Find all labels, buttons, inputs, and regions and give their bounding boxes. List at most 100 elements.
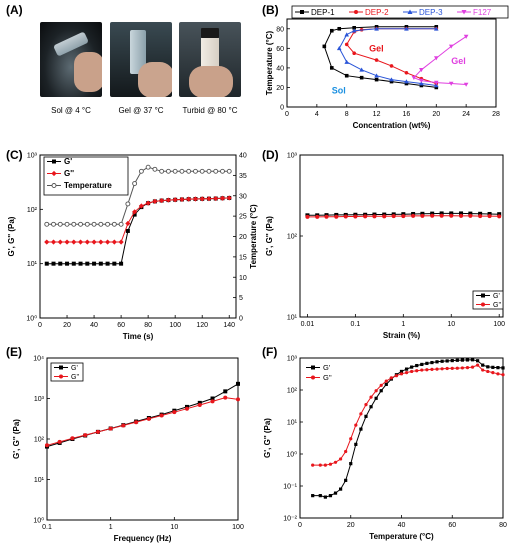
data-point xyxy=(389,79,394,84)
data-point xyxy=(83,433,88,438)
data-point xyxy=(430,367,434,372)
data-point xyxy=(352,26,356,30)
legend-box xyxy=(43,156,129,196)
data-point xyxy=(465,358,470,362)
data-point xyxy=(311,494,315,498)
y-tick-label: 10³ xyxy=(287,356,298,363)
data-point xyxy=(50,239,57,245)
data-point xyxy=(51,261,56,266)
data-point xyxy=(440,359,444,363)
data-point xyxy=(226,168,232,174)
data-point xyxy=(496,372,500,376)
plot-frame xyxy=(299,357,504,519)
y-tick-label: 10¹ xyxy=(27,261,38,268)
data-point xyxy=(71,239,77,245)
data-point xyxy=(344,478,348,482)
caption-sol: Sol @ 4 °C xyxy=(51,106,91,115)
data-point xyxy=(152,166,158,172)
data-point xyxy=(138,168,144,174)
y-right-axis-label: Temperature (°C) xyxy=(249,204,258,269)
data-point xyxy=(44,261,49,266)
y-right-tick-label: 15 xyxy=(239,254,247,261)
data-point xyxy=(84,221,90,227)
data-point xyxy=(192,196,199,202)
x-tick-label: 0.1 xyxy=(42,524,52,531)
data-point xyxy=(197,400,202,405)
data-point xyxy=(334,214,339,219)
data-point xyxy=(384,379,388,383)
data-point xyxy=(439,213,444,218)
data-point xyxy=(344,59,350,64)
y-axis-label: Temperature (°C) xyxy=(265,30,274,95)
data-point xyxy=(305,214,310,219)
data-point xyxy=(497,214,502,219)
data-point xyxy=(374,396,378,400)
panel-d-label: (D) xyxy=(262,148,279,162)
data-point xyxy=(407,9,413,14)
data-point xyxy=(52,159,56,164)
data-point xyxy=(478,214,483,219)
data-point xyxy=(84,239,90,245)
x-tick-label: 0.01 xyxy=(301,321,315,328)
data-point xyxy=(172,168,178,174)
data-point xyxy=(45,443,49,448)
hand xyxy=(189,66,233,97)
vial-photo-gel xyxy=(110,22,172,97)
data-point xyxy=(468,211,473,216)
data-point xyxy=(333,491,338,495)
data-point xyxy=(146,416,151,421)
x-tick-label: 0.1 xyxy=(351,321,361,328)
data-point xyxy=(364,414,368,418)
data-point xyxy=(226,195,232,201)
data-point xyxy=(410,369,414,374)
legend-label: DEP-3 xyxy=(419,8,443,17)
region-annotation: Gel xyxy=(369,43,384,53)
data-point xyxy=(374,77,379,82)
data-point xyxy=(433,56,439,61)
data-point xyxy=(58,261,63,266)
data-point xyxy=(496,366,500,370)
x-tick-label: 80 xyxy=(144,322,152,329)
data-point xyxy=(134,420,139,425)
data-point xyxy=(333,460,338,464)
legend-label: G' xyxy=(493,293,500,300)
data-point xyxy=(104,239,111,245)
data-point xyxy=(57,439,62,444)
y-tick-label: 10² xyxy=(287,388,298,395)
y-tick-label: 10² xyxy=(34,437,45,444)
data-point xyxy=(468,213,473,218)
y-tick-label: 10² xyxy=(287,234,298,241)
data-point xyxy=(379,383,383,387)
data-point xyxy=(455,358,459,362)
data-point xyxy=(411,213,416,218)
data-point xyxy=(92,261,97,266)
data-point xyxy=(121,423,126,428)
y-right-tick-label: 5 xyxy=(239,295,243,302)
data-point xyxy=(98,221,104,227)
data-point xyxy=(353,214,358,219)
series-line xyxy=(46,166,230,225)
data-point xyxy=(125,228,130,233)
data-point xyxy=(65,261,70,266)
data-point xyxy=(491,365,495,369)
data-point xyxy=(359,67,364,72)
x-tick-label: 8 xyxy=(345,111,349,118)
data-point xyxy=(419,81,424,86)
data-point xyxy=(51,221,56,227)
data-point xyxy=(318,494,322,498)
data-point xyxy=(206,196,212,202)
data-point xyxy=(449,211,454,216)
y-tick-label: 10⁴ xyxy=(33,356,44,363)
data-point xyxy=(318,463,322,467)
legend-label: G'' xyxy=(71,374,79,381)
data-point xyxy=(354,442,358,446)
data-point xyxy=(300,10,304,14)
legend-label: G' xyxy=(71,365,78,372)
vial-gel xyxy=(130,30,146,74)
data-point xyxy=(364,402,368,407)
data-point xyxy=(344,42,349,47)
y-tick-label: 10³ xyxy=(287,153,298,160)
x-tick-label: 20 xyxy=(347,522,355,529)
data-point xyxy=(77,239,84,245)
data-point xyxy=(51,183,57,188)
